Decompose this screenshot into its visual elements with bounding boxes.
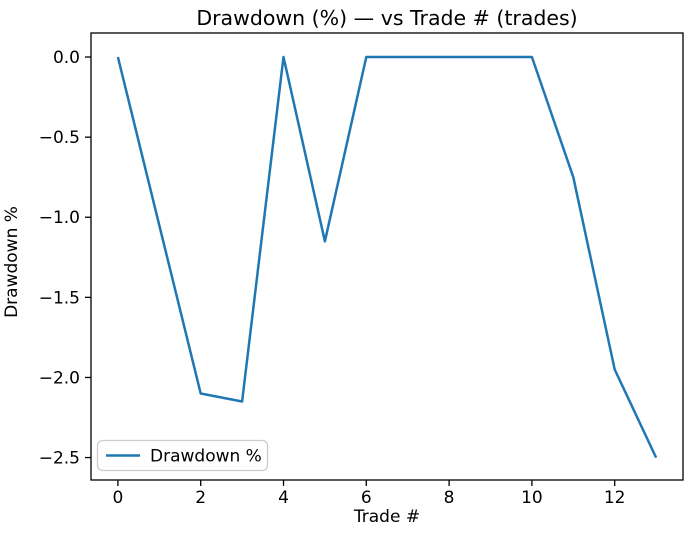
plot-area: 0 2 4 6 8 10 12 0.0 −0.5 −1.0 −1.5 −2.0 −2.5 [39,48,658,508]
series-line [116,55,658,459]
y-tick-label: −2.0 [39,368,80,388]
legend: Drawdown % [96,439,269,472]
plot-border [90,32,684,481]
y-axis-label: Drawdown % [2,206,22,318]
x-axis-label: Trade # [353,507,420,527]
y-tick-label: 0.0 [53,48,80,68]
chart-title: Drawdown (%) — vs Trade # (trades) [196,6,577,30]
y-tick-label: −2.5 [39,449,80,469]
x-tick-label: 10 [521,488,543,508]
x-tick-label: 6 [361,488,372,508]
x-tick-label: 12 [604,488,626,508]
legend-label: Drawdown % [150,447,262,467]
legend-box [96,439,269,472]
x-tick-label: 0 [112,488,123,508]
x-tick-label: 2 [195,488,206,508]
y-tick-label: −1.0 [39,208,80,228]
y-tick-label: −0.5 [39,128,80,148]
x-tick-label: 4 [278,488,289,508]
y-tick-label: −1.5 [39,288,80,308]
x-tick-label: 8 [444,488,455,508]
